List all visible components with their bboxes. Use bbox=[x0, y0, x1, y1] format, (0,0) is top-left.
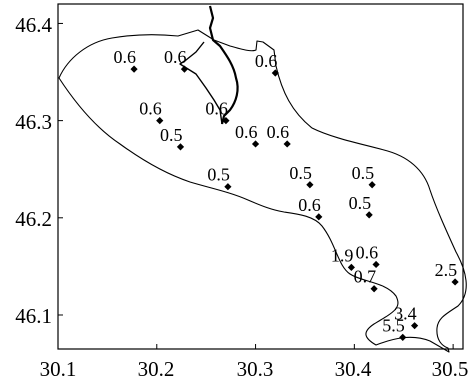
station-marker bbox=[156, 117, 164, 125]
lake-shoreline bbox=[58, 29, 467, 353]
y-tick-label: 46.4 bbox=[15, 13, 52, 37]
station-marker bbox=[315, 213, 323, 221]
station-value-label: 0.6 bbox=[114, 47, 137, 67]
x-tick-label: 30.3 bbox=[237, 357, 274, 381]
station-value-label: 3.4 bbox=[394, 304, 417, 324]
station-value-label: 5.5 bbox=[382, 315, 405, 335]
station-value-label: 0.6 bbox=[235, 122, 258, 142]
plot-frame bbox=[57, 3, 464, 350]
station-marker bbox=[410, 322, 419, 330]
station-value-label: 0.6 bbox=[267, 122, 290, 142]
x-tick-label: 30.5 bbox=[432, 357, 468, 381]
station-value-label: 0.6 bbox=[356, 242, 379, 262]
station-marker bbox=[399, 333, 407, 341]
station-marker bbox=[176, 143, 185, 151]
station-value-label: 0.6 bbox=[164, 47, 187, 67]
station-value-label: 2.5 bbox=[435, 260, 458, 280]
stations: 0.6 0.6 0.6 0.6 0.6 0.5 0.6 0.6 0.5 0.5 0.5 0.6 0.5 1… bbox=[114, 47, 459, 341]
station-value-label: 0.6 bbox=[298, 195, 321, 215]
station-marker bbox=[347, 263, 355, 271]
station-marker bbox=[224, 183, 232, 191]
station-value-label: 0.7 bbox=[354, 267, 377, 287]
station-value-label: 0.5 bbox=[207, 165, 230, 185]
station-value-label: 0.5 bbox=[289, 163, 312, 183]
y-tick-label: 46.1 bbox=[15, 304, 52, 328]
x-tick-label: 30.2 bbox=[138, 357, 175, 381]
station-value-label: 0.6 bbox=[205, 99, 228, 119]
station-marker bbox=[306, 181, 314, 189]
station-value-label: 1.9 bbox=[331, 245, 354, 265]
x-tick-label: 30.4 bbox=[335, 357, 372, 381]
y-tick-label: 46.2 bbox=[15, 207, 52, 231]
station-value-label: 0.5 bbox=[349, 193, 372, 213]
station-marker bbox=[222, 117, 230, 125]
station-marker bbox=[271, 69, 279, 77]
station-marker bbox=[130, 65, 138, 73]
station-marker bbox=[368, 181, 376, 189]
station-marker bbox=[370, 285, 378, 293]
station-marker bbox=[365, 211, 373, 219]
station-value-label: 0.5 bbox=[352, 163, 375, 183]
station-marker bbox=[372, 260, 380, 269]
river-channel-west bbox=[179, 41, 223, 125]
station-marker bbox=[283, 140, 291, 148]
station-value-label: 0.6 bbox=[139, 99, 162, 119]
station-marker bbox=[451, 278, 459, 286]
y-tick-label: 46.3 bbox=[15, 110, 52, 134]
station-value-label: 0.6 bbox=[255, 51, 278, 71]
axis-ticks bbox=[57, 22, 454, 349]
station-value-label: 0.5 bbox=[160, 125, 183, 145]
station-marker bbox=[180, 65, 189, 73]
river-channel-east bbox=[208, 5, 239, 125]
station-marker bbox=[251, 140, 260, 148]
x-tick-label: 30.1 bbox=[40, 357, 77, 381]
